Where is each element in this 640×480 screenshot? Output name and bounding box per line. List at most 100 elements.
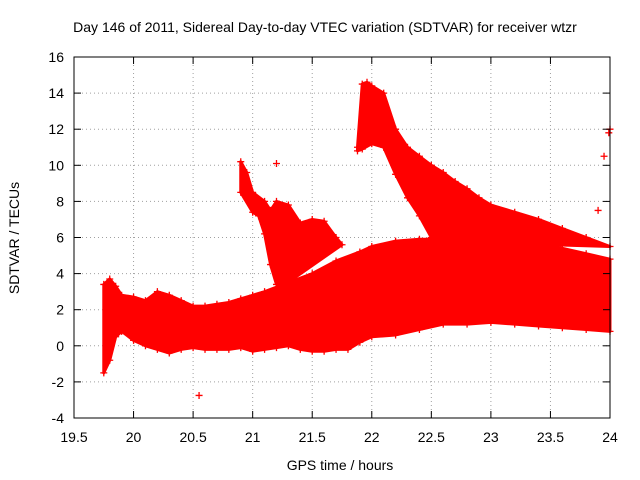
data-point [278,282,286,290]
data-point [189,302,197,310]
data-band [355,80,612,249]
data-point [439,169,447,177]
data-point [153,288,161,296]
outlier-point [195,391,203,399]
data-point [487,318,495,326]
data-point [582,326,590,334]
x-tick-label: 20 [126,429,142,445]
x-tick-label: 21.5 [299,429,326,445]
data-point [463,185,471,193]
data-point [463,320,471,328]
data-point [284,279,292,287]
y-tick-label: 8 [56,193,64,209]
data-point [358,80,366,88]
data-point [535,215,543,223]
data-point [582,250,590,258]
data-point [296,219,304,227]
data-point [261,197,269,205]
data-point [358,145,366,153]
data-point [308,347,316,355]
data-band [102,236,612,375]
data-point [249,347,257,355]
y-tick-label: 2 [56,302,64,318]
y-axis-label: SDTVAR / TECUs [6,182,22,294]
data-band [239,160,344,288]
data-point [141,342,149,350]
y-tick-label: 10 [48,157,64,173]
data-point [201,345,209,353]
data-point [511,237,519,245]
data-point [308,270,316,278]
data-point [249,291,257,299]
data-point [332,345,340,353]
data-point [100,280,108,288]
data-point [415,152,423,160]
data-point [582,234,590,241]
data-point [284,201,292,209]
data-point [237,158,245,166]
x-tick-label: 23.5 [537,429,564,445]
data-point [267,206,275,214]
y-tick-label: 14 [48,85,64,101]
outlier-point [605,129,613,137]
data-point [392,237,400,245]
data-point [558,324,566,332]
data-point [475,194,483,202]
data-point [439,235,447,243]
data-point [153,345,161,353]
data-point [255,212,263,220]
data-point [249,208,257,216]
data-point [118,291,126,299]
outlier-point [272,159,280,167]
data-point [535,322,543,330]
data-point [213,345,221,353]
data-point [392,170,400,178]
data-point [356,338,364,346]
data-point [296,345,304,353]
data-point [308,215,316,223]
data-point [487,235,495,243]
data-point [427,234,435,241]
data-point [225,298,233,306]
data-point [332,257,340,265]
data-point [130,336,138,344]
data-point [130,293,138,301]
data-point [106,356,114,364]
data-point [404,143,412,151]
data-point [141,297,149,305]
data-point [344,345,352,353]
data-point [353,147,361,155]
x-tick-label: 22.5 [418,429,445,445]
x-tick-label: 19.5 [60,429,87,445]
data-point [427,161,435,169]
data-point [368,140,376,148]
data-point [243,169,251,177]
y-tick-label: 12 [48,121,64,137]
data-point [237,344,245,352]
data-point [261,345,269,353]
data-point [106,275,114,283]
data-point [201,302,209,310]
data-point [237,295,245,303]
data-point [332,234,340,241]
data-point [272,197,280,205]
data-point [237,188,245,196]
data-point [165,291,173,299]
data-point [433,237,441,245]
x-tick-label: 20.5 [179,429,206,445]
data-point [535,239,543,247]
data-point [415,326,423,334]
data-point [165,349,173,357]
x-tick-label: 22 [364,429,380,445]
y-tick-label: 16 [48,49,64,65]
data-point [368,82,376,90]
y-tick-label: -4 [52,410,65,426]
data-point [392,125,400,133]
y-tick-label: 6 [56,230,64,246]
data-point [267,261,275,269]
data-point [100,369,108,377]
data-point [380,143,388,151]
data-point [261,230,269,238]
data-point [415,212,423,220]
